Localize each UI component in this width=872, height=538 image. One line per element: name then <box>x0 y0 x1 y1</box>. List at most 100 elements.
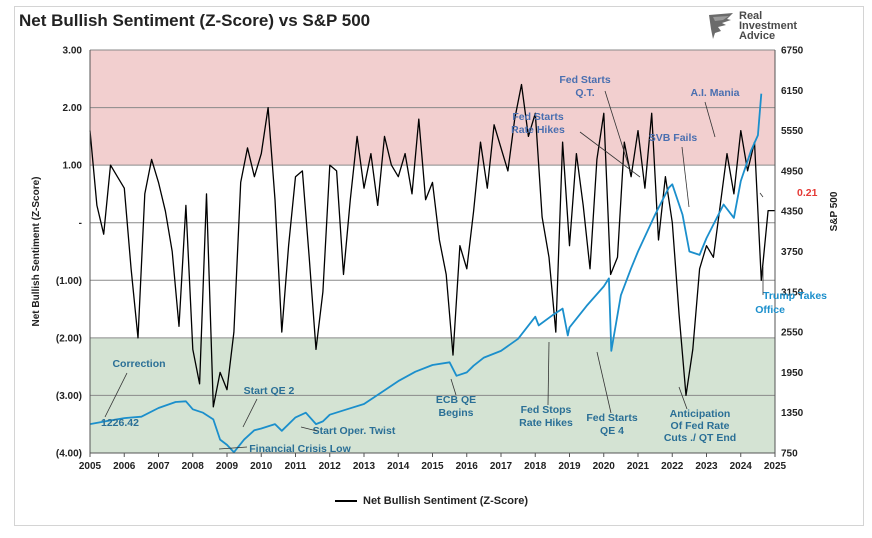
annotation-text: Correction <box>112 358 165 370</box>
x-tick-label: 2008 <box>182 461 205 472</box>
y-left-tick-label: (3.00) <box>56 391 82 402</box>
x-tick-label: 2013 <box>353 461 376 472</box>
x-tick-label: 2024 <box>730 461 753 472</box>
y-right-tick-label: 6150 <box>781 86 804 97</box>
grid-lines <box>90 49 775 454</box>
y-right-tick-label: 750 <box>781 449 798 460</box>
annotation-pointer <box>681 146 690 208</box>
x-tick-label: 2012 <box>319 461 342 472</box>
annotation-pointer <box>596 351 612 414</box>
x-tick-label: 2016 <box>456 461 479 472</box>
annotation-text: Rate Hikes <box>519 417 573 429</box>
y-right-tick-label: 4950 <box>781 166 804 177</box>
y-left-tick-label: (2.00) <box>56 333 82 344</box>
y-left-tick-label: 1.00 <box>63 161 83 172</box>
annotation-pointer <box>242 398 258 428</box>
sentiment-line <box>89 83 775 408</box>
annotation-text: Fed Starts <box>559 74 611 86</box>
annotation-text: ECB QE <box>436 394 476 406</box>
y-left-tick-label: (4.00) <box>56 449 82 460</box>
y-right-tick-label: 1350 <box>781 408 804 419</box>
annotation-text: 1226.42 <box>101 417 139 429</box>
annotation-text: Fed Starts <box>586 412 638 424</box>
annotation-text: Begins <box>438 407 473 419</box>
x-tick-label: 2010 <box>250 461 273 472</box>
annotation-pointer <box>300 426 318 432</box>
chart-plot: 3.00 2.00 1.00 - (1.00) (2.00) (3.00) (4.00) 675… <box>31 46 840 473</box>
y-left-axis-label: Net Bullish Sentiment (Z-Score) <box>31 176 42 326</box>
x-tick-label: 2017 <box>490 461 513 472</box>
annotation: SVB Fails <box>649 132 698 144</box>
annotation-text: Cuts ./ QT End <box>664 432 736 444</box>
annotation: Trump Takes Office <box>755 290 827 316</box>
y-right-tick-label: 4350 <box>781 207 804 218</box>
y-left-tick-label: 3.00 <box>63 46 83 57</box>
logo-line-3: Advice <box>739 30 776 42</box>
x-tick-label: 2021 <box>627 461 650 472</box>
y-right-tick-label: 6750 <box>781 46 804 57</box>
annotation-pointer <box>218 446 248 450</box>
x-tick-label: 2006 <box>113 461 136 472</box>
y-right-tick-label: 3150 <box>781 287 804 298</box>
y-right-tick-label: 2550 <box>781 328 804 339</box>
chart-frame: Net Bullish Sentiment (Z-Score) vs S&P 5… <box>14 6 864 526</box>
annotation-text: Anticipation <box>670 408 731 420</box>
x-tick-label: 2007 <box>147 461 170 472</box>
annotation-text: SVB Fails <box>649 132 698 144</box>
x-tick-label: 2005 <box>79 461 102 472</box>
annotation-text: Of Fed Rate <box>671 420 730 432</box>
annotation: Correction <box>112 358 165 370</box>
annotation-text: Trump Takes <box>763 290 827 302</box>
y-left-tick-label: - <box>79 218 82 229</box>
series-layer <box>89 83 775 454</box>
y-right-tick-label: 3750 <box>781 247 804 258</box>
annotation-text: Q.T. <box>575 87 594 99</box>
annotation: A.I. Mania <box>690 87 739 99</box>
y-left-tick-label: (1.00) <box>56 276 82 287</box>
x-tick-label: 2023 <box>695 461 718 472</box>
annotation-text: 0.21 <box>797 187 818 199</box>
y-right-axis-label: S&P 500 <box>829 191 840 231</box>
annotation-text: Start Oper. Twist <box>313 425 396 437</box>
annotation-pointer <box>704 101 716 138</box>
annotation-pointer <box>450 378 457 396</box>
annotation-pointer <box>579 131 641 178</box>
annotation: 1226.42 <box>101 417 139 429</box>
legend-label: Net Bullish Sentiment (Z-Score) <box>363 495 529 507</box>
chart-title: Net Bullish Sentiment (Z-Score) vs S&P 5… <box>19 11 371 30</box>
y-right-tick-label: 1950 <box>781 368 804 379</box>
x-tick-label: 2015 <box>421 461 444 472</box>
x-tick-label: 2022 <box>661 461 684 472</box>
y-left-tick-label: 2.00 <box>63 103 83 114</box>
annotation-text: Fed Starts <box>512 111 564 123</box>
brand-logo-text: Real Investment Advice <box>739 10 797 42</box>
brand-logo: Real Investment Advice <box>707 11 827 47</box>
logo-line-1: Real <box>739 10 763 22</box>
annotation-pointer <box>104 372 128 418</box>
legend-swatch <box>335 500 357 502</box>
annotation-text: QE 4 <box>600 425 624 437</box>
annotation: Financial Crisis Low <box>249 443 351 455</box>
legend: Net Bullish Sentiment (Z-Score) <box>335 495 528 507</box>
x-tick-label: 2025 <box>764 461 787 472</box>
annotation-text: Rate Hikes <box>511 124 565 136</box>
annotation-pointer <box>604 90 630 168</box>
eagle-logo-icon <box>709 13 733 39</box>
annotation-text: Office <box>755 304 785 316</box>
annotation-pointer <box>547 341 550 406</box>
axes: 3.00 2.00 1.00 - (1.00) (2.00) (3.00) (4.00) 675… <box>31 46 840 473</box>
x-tick-label: 2019 <box>558 461 581 472</box>
annotation: Start Oper. Twist <box>313 425 396 437</box>
annotation-text: Fed Stops <box>521 404 572 416</box>
x-tick-label: 2011 <box>285 461 307 472</box>
x-tick-label: 2020 <box>593 461 616 472</box>
annotation: 0.21 <box>797 187 818 199</box>
annotation-text: Start QE 2 <box>244 385 295 397</box>
annotation-pointer <box>759 192 764 198</box>
annotation-text: A.I. Mania <box>690 87 739 99</box>
